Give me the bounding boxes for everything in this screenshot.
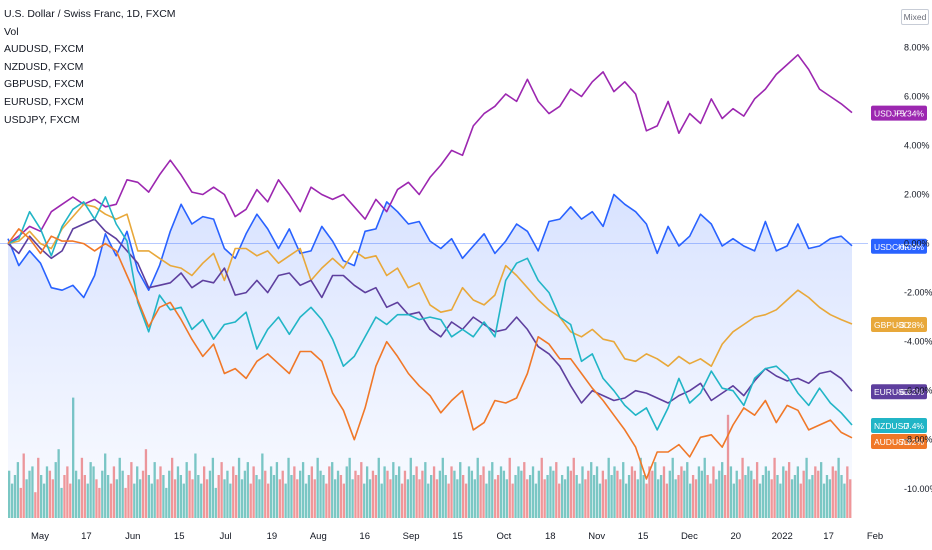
value-label-value: -6.02%: [897, 387, 924, 397]
y-tick-label: -8.00%: [904, 435, 932, 445]
legend-item-usdjpy[interactable]: USDJPY, FXCM: [4, 113, 80, 126]
y-tick-label: -2.00%: [904, 288, 932, 298]
value-label-symbol: AUDUSD: [874, 437, 910, 447]
value-label-audusd: AUDUSD-7.92%: [871, 434, 927, 449]
legend-item-eurusd[interactable]: EURUSD, FXCM: [4, 95, 84, 108]
x-tick-label: Jul: [220, 531, 232, 542]
x-tick-label: 20: [731, 531, 742, 542]
value-label-symbol: EURUSD: [874, 387, 910, 397]
series-line-usdjpy: [7, 54, 853, 245]
x-tick-label: 15: [452, 531, 463, 542]
value-label-gbpusd: GBPUSD-3.28%: [871, 317, 927, 332]
y-tick-label: -10.00%: [904, 484, 932, 494]
value-label-symbol: NZDUSD: [874, 421, 909, 431]
x-tick-label: Dec: [681, 531, 698, 542]
chart-legend: U.S. Dollar / Swiss Franc, 1D, FXCM Vol …: [4, 6, 176, 129]
value-label-value: -3.28%: [897, 320, 924, 330]
x-tick-label: Sep: [403, 531, 420, 542]
series-line-nzdusd: [7, 196, 853, 431]
y-tick-label: 6.00%: [904, 92, 930, 102]
value-label-value: -0.09%: [897, 242, 924, 252]
x-tick-label: 16: [359, 531, 370, 542]
y-tick-label: 0.00%: [904, 239, 930, 249]
x-tick-label: Aug: [310, 531, 327, 542]
x-tick-label: Jun: [125, 531, 140, 542]
legend-vol[interactable]: Vol: [4, 25, 19, 38]
y-tick-label: 4.00%: [904, 141, 930, 151]
x-tick-label: Feb: [867, 531, 883, 542]
x-axis: May 17 Jun 15 Jul 19 Aug 16 Sep 15 Oct 18 Nov 15 Dec 20…: [31, 531, 883, 542]
x-tick-label: 17: [81, 531, 92, 542]
x-tick-label: 2022: [772, 531, 793, 542]
y-axis: 8.00% 6.00% 4.00% 2.00% 0.00% -2.00% -4.00% -6.…: [904, 42, 932, 493]
value-label-symbol: GBPUSD: [874, 320, 910, 330]
x-tick-label: 17: [823, 531, 834, 542]
value-label-value: -7.92%: [897, 437, 924, 447]
y-tick-label: -4.00%: [904, 337, 932, 347]
x-tick-label: Nov: [588, 531, 605, 542]
value-label-value: -7.4%: [902, 421, 925, 431]
value-label-usdjpy: USDJPY+5.34%: [871, 105, 927, 121]
y-tick-label: -6.00%: [904, 386, 932, 396]
series-lines: [0, 54, 868, 480]
legend-item-nzdusd[interactable]: NZDUSD, FXCM: [4, 60, 84, 73]
series-line-audusd: [7, 228, 853, 480]
value-labels: USDCHF-0.09% USDJPY+5.34% GBPUSD-3.28% EURU…: [871, 105, 927, 449]
x-tick-label: May: [31, 531, 49, 542]
y-tick-label: 2.00%: [904, 190, 930, 200]
legend-title[interactable]: U.S. Dollar / Swiss Franc, 1D, FXCM: [4, 8, 176, 20]
x-tick-label: 19: [267, 531, 278, 542]
value-label-nzdusd: NZDUSD-7.4%: [871, 418, 927, 433]
x-tick-label: 15: [174, 531, 185, 542]
legend-item-gbpusd[interactable]: GBPUSD, FXCM: [4, 78, 84, 91]
scale-mode-button[interactable]: Mixed: [901, 9, 929, 25]
value-label-value: +5.34%: [895, 109, 925, 119]
y-tick-label: 8.00%: [904, 42, 930, 52]
value-label-usdchf: USDCHF-0.09%: [871, 238, 927, 254]
value-label-symbol: USDJPY: [874, 109, 908, 119]
series-line-usdchf: [7, 193, 853, 299]
series-line-gbpusd: [7, 203, 853, 367]
x-tick-label: 18: [545, 531, 556, 542]
value-label-eurusd: EURUSD-6.02%: [871, 384, 927, 400]
series-line-eurusd: [7, 218, 853, 404]
x-tick-label: 15: [638, 531, 649, 542]
value-label-symbol: USDCHF: [874, 242, 909, 252]
x-tick-label: Oct: [497, 531, 512, 542]
legend-item-audusd[interactable]: AUDUSD, FXCM: [4, 43, 84, 56]
